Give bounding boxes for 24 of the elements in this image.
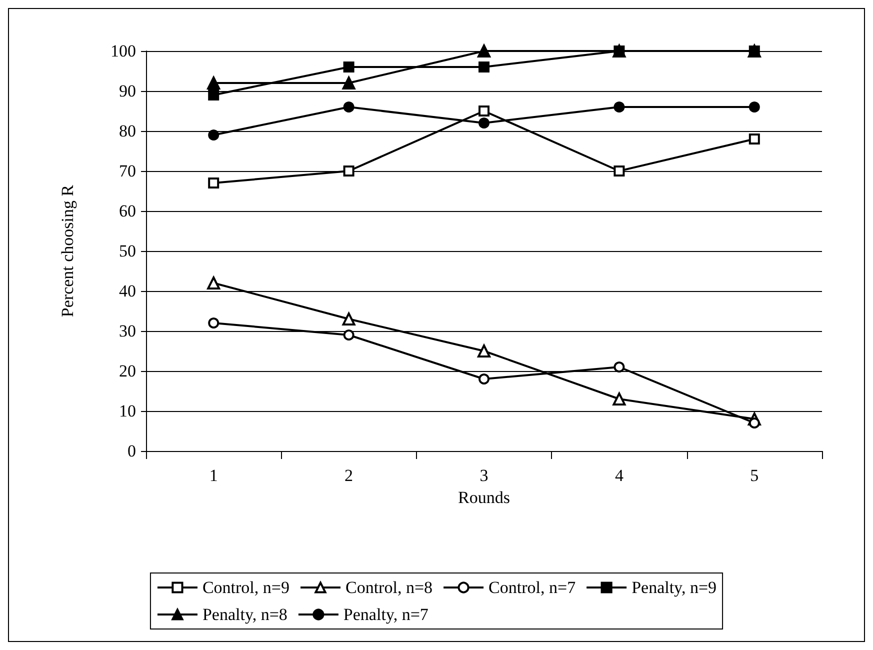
y-tick-label: 100 [110,42,136,60]
x-axis-title: Rounds [458,488,510,507]
y-tick-label: 90 [119,82,136,100]
y-tick-label: 30 [119,322,136,340]
x-tick-label: 2 [344,466,354,485]
y-tick-label: 40 [119,282,136,300]
y-tick-label: 70 [119,162,136,180]
y-tick-label: 80 [119,122,136,140]
y-tick-label: 0 [128,442,136,460]
y-tick-label: 50 [119,242,136,260]
legend-label: Control, n=9 [202,578,290,597]
y-tick-label: 10 [119,402,136,420]
legend-label: Penalty, n=8 [202,605,288,624]
legend-label: Penalty, n=7 [343,605,429,624]
x-tick-label: 5 [750,466,759,485]
legend-label: Penalty, n=9 [632,578,717,597]
y-tick-label: 60 [119,202,136,220]
x-tick-label: 4 [614,466,624,485]
legend-label: Control, n=7 [488,578,576,597]
y-tick-label: 20 [119,362,136,380]
y-axis-title: Percent choosing R [58,184,77,318]
x-tick-label: 3 [480,466,488,485]
legend-label: Control, n=8 [345,578,433,597]
x-tick-label: 1 [209,466,218,485]
